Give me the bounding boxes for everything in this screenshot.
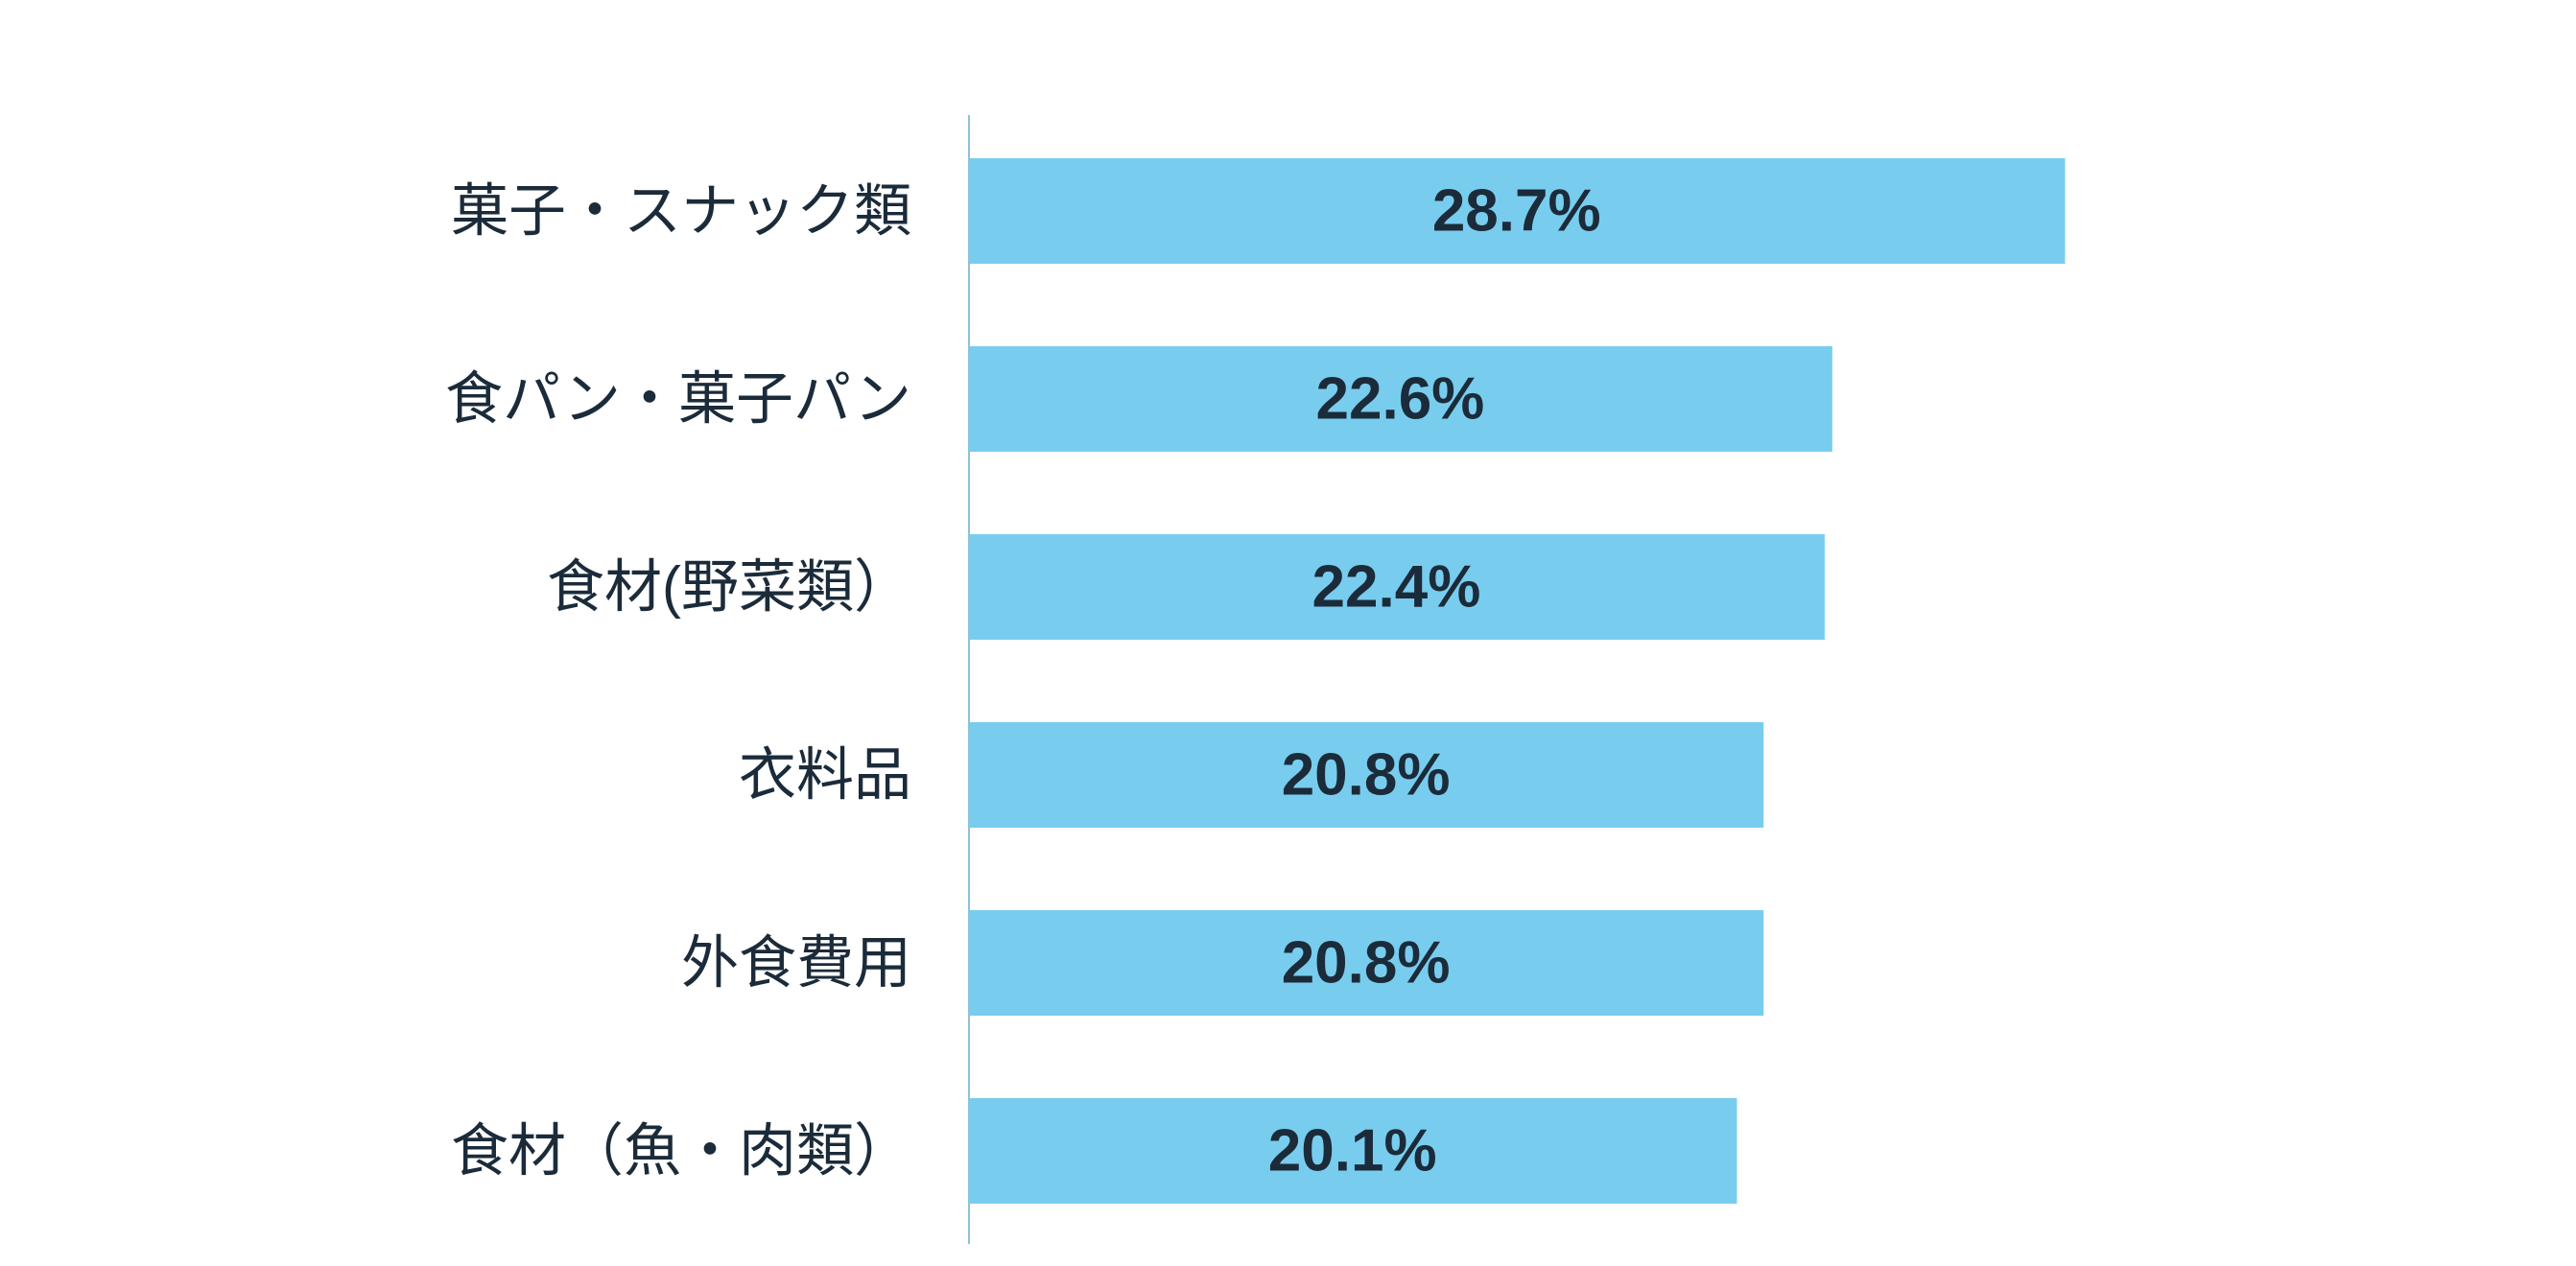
data-label: 20.8% [1282,742,1451,809]
data-label: 20.8% [1282,930,1451,996]
category-label: 菓子・スナック類 [451,179,911,244]
data-label: 22.4% [1312,554,1481,621]
category-label: 衣料品 [739,743,911,808]
data-label: 22.6% [1316,366,1485,433]
category-label: 食材(野菜類） [547,555,911,620]
data-label: 28.7% [1432,178,1601,245]
category-label: 食材（魚・肉類） [451,1119,911,1184]
category-label: 外食費用 [681,931,911,996]
bar [970,722,1764,828]
bar [970,346,1832,452]
category-label: 食パン・菓子パン [445,367,911,432]
bar [970,534,1825,640]
bar [970,1098,1737,1204]
bar [970,158,2066,264]
data-label: 20.1% [1268,1118,1437,1184]
bar [970,910,1764,1016]
